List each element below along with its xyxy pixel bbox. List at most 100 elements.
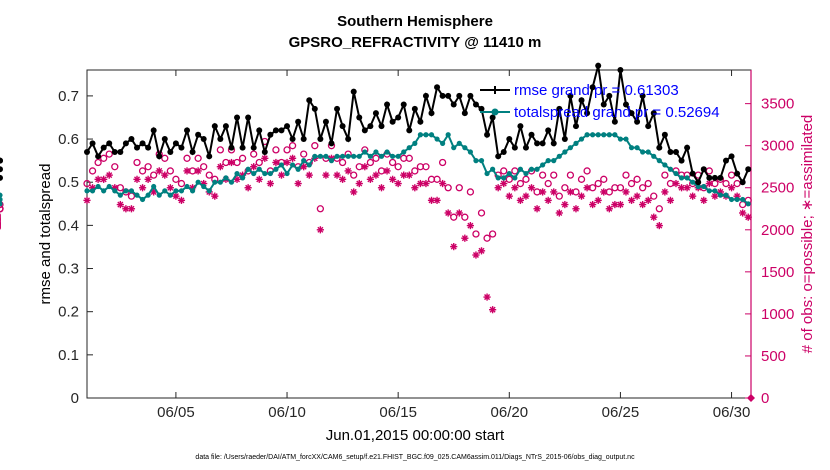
totalspread-point	[162, 188, 168, 194]
obs-assimilated-point	[183, 167, 191, 175]
totalspread-point	[384, 149, 390, 155]
obs-assimilated-stroke	[456, 209, 463, 216]
rmse-point	[250, 144, 257, 151]
obs-assimilated-point	[100, 175, 108, 183]
x-axis-label: Jun.01,2015 00:00:00 start	[326, 427, 505, 444]
rmse-point	[106, 140, 113, 147]
obs-assimilated-point	[138, 184, 147, 192]
obs-assimilated-stroke	[611, 201, 618, 208]
obs-assimilated-stroke	[450, 243, 457, 250]
obs-possible-point	[472, 230, 480, 238]
y-right-tick-label: 1000	[761, 306, 794, 323]
obs-possible-point	[144, 163, 152, 171]
totalspread-point	[406, 145, 412, 151]
rmse-point	[734, 170, 741, 177]
totalspread-point	[573, 140, 579, 146]
obs-assimilated-stroke	[489, 306, 496, 313]
obs-assimilated-point	[255, 175, 263, 183]
obs-possible-point	[577, 175, 586, 183]
obs-assimilated-point	[166, 184, 174, 192]
obs-possible-point	[644, 179, 652, 188]
obs-possible-point	[566, 171, 575, 179]
obs-assimilated-stroke	[556, 209, 563, 216]
obs-possible-point	[283, 146, 291, 154]
obs-assimilated-stroke	[434, 197, 441, 204]
totalspread-point	[417, 132, 423, 138]
totalspread-point	[462, 145, 468, 151]
obs-assimilated-stroke	[122, 205, 129, 212]
obs-assimilated-stroke	[422, 180, 429, 187]
rmse-point	[467, 92, 474, 99]
totalspread-point	[367, 153, 373, 159]
obs-possible-point	[444, 184, 452, 192]
obs-assimilated-point	[211, 192, 219, 200]
obs-possible-point	[177, 179, 186, 188]
obs-assimilated-stroke	[595, 197, 602, 204]
rmse-point	[556, 105, 563, 112]
rmse-point	[661, 131, 668, 138]
x-tick-label: 06/20	[491, 404, 529, 421]
obs-assimilated-stroke	[184, 167, 191, 174]
obs-assimilated-point	[483, 293, 491, 301]
obs-assimilated-stroke	[250, 163, 257, 170]
obs-assimilated-stroke	[617, 201, 624, 208]
obs-assimilated-stroke	[384, 167, 391, 174]
obs-possible-point	[638, 184, 647, 192]
obs-assimilated-point	[216, 163, 224, 171]
rmse-point	[606, 92, 613, 99]
obs-assimilated-point	[572, 205, 580, 213]
chart-title-line-1: Southern Hemisphere	[337, 13, 493, 30]
rmse-point	[534, 140, 541, 147]
obs-assimilated-point	[516, 196, 525, 204]
obs-assimilated-stroke	[572, 205, 579, 212]
totalspread-point	[523, 170, 529, 177]
totalspread-point	[512, 175, 518, 181]
obs-assimilated-stroke	[711, 193, 718, 200]
obs-assimilated-stroke	[356, 180, 363, 187]
obs-possible-point	[438, 158, 447, 167]
totalspread-point	[128, 188, 135, 194]
totalspread-point	[395, 153, 401, 159]
totalspread-point	[339, 153, 346, 159]
obs-assimilated-point	[627, 196, 636, 204]
obs-possible-point	[338, 158, 347, 167]
obs-possible-point	[627, 179, 636, 188]
obs-assimilated-stroke	[139, 184, 146, 191]
obs-possible-point	[216, 146, 225, 154]
totalspread-point	[312, 153, 318, 159]
totalspread-point	[623, 136, 629, 142]
totalspread-point	[528, 166, 535, 172]
obs-assimilated-stroke	[172, 193, 179, 200]
rmse-point	[639, 92, 646, 99]
totalspread-point	[390, 153, 396, 159]
rmse-line	[86, 65, 750, 185]
obs-possible-point	[250, 150, 258, 158]
obs-assimilated-stroke	[689, 193, 696, 200]
obs-possible-point	[105, 150, 113, 158]
rmse-point	[295, 118, 302, 125]
obs-assimilated-point	[266, 179, 274, 188]
obs-assimilated-point	[288, 154, 297, 162]
obs-possible-point	[461, 213, 469, 221]
rmse-point	[434, 84, 441, 91]
obs-possible-point	[83, 179, 91, 188]
rmse-point	[278, 127, 285, 134]
obs-possible-point	[311, 142, 319, 150]
totalspread-point	[278, 162, 285, 168]
obs-assimilated-stroke	[589, 201, 596, 208]
obs-assimilated-stroke	[472, 252, 479, 259]
obs-possible-point	[616, 184, 625, 192]
totalspread-point	[117, 192, 123, 198]
obs-assimilated-stroke	[345, 167, 352, 174]
totalspread-point	[545, 158, 551, 164]
obs-assimilated-stroke	[317, 226, 324, 233]
obs-assimilated-point	[422, 179, 430, 188]
obs-assimilated-stroke	[217, 163, 224, 170]
obs-assimilated-stroke	[706, 180, 713, 187]
rmse-point	[572, 123, 579, 130]
rmse-point	[411, 105, 418, 112]
totalspread-point	[223, 175, 229, 181]
obs-possible-point	[655, 205, 663, 213]
rmse-point	[150, 127, 157, 134]
totalspread-point	[0, 201, 3, 207]
